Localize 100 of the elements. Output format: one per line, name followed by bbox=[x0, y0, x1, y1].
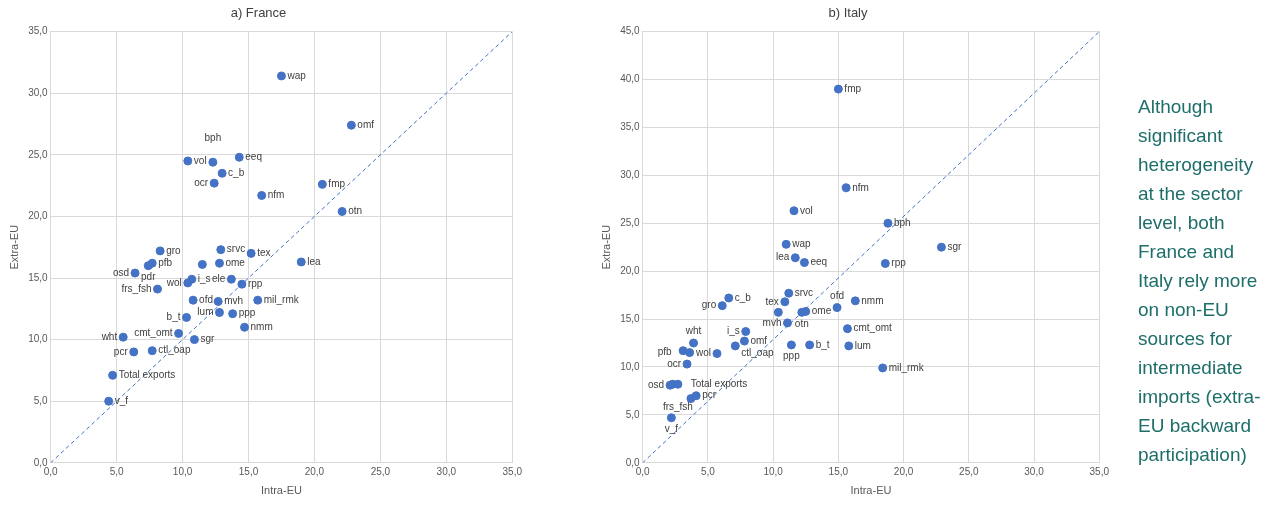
annotation: tex bbox=[765, 295, 779, 307]
y-tick-label: 5,0 bbox=[625, 408, 641, 420]
annotation: fmp bbox=[328, 178, 346, 190]
annotation: Total exports bbox=[690, 377, 748, 389]
annotation: lum bbox=[197, 306, 214, 318]
annotation: wht bbox=[684, 325, 702, 337]
annotation: omf bbox=[357, 118, 375, 130]
x-tick-label: 20,0 bbox=[893, 465, 914, 477]
annotation: otn bbox=[794, 317, 809, 329]
annotation: fmp bbox=[844, 82, 862, 94]
annotation: otn bbox=[348, 205, 363, 217]
annotation: v_f bbox=[114, 394, 129, 406]
annotation: gro bbox=[701, 299, 717, 311]
annotation: pcr bbox=[113, 345, 129, 357]
annotation: pfb bbox=[158, 256, 173, 268]
annotation: sgr bbox=[947, 240, 962, 252]
annotation: ocr bbox=[667, 357, 682, 369]
y-tick-label: 10,0 bbox=[28, 333, 49, 345]
annotation: ofd bbox=[199, 293, 214, 305]
annotation: osd bbox=[647, 378, 665, 390]
annotation: pdr bbox=[141, 270, 157, 282]
annotation: cmt_omt bbox=[853, 322, 893, 334]
chart-title: a) France bbox=[230, 5, 287, 21]
annotation: rpp bbox=[891, 257, 907, 269]
y-tick-label: 30,0 bbox=[28, 86, 49, 98]
annotation: ome bbox=[811, 305, 832, 317]
x-axis-title: Intra-EU bbox=[260, 484, 302, 497]
y-tick-label: 15,0 bbox=[28, 271, 49, 283]
annotation: vol bbox=[193, 154, 207, 166]
annotation: frs_fsh bbox=[121, 282, 152, 294]
annotation: mil_rmk bbox=[263, 293, 300, 305]
annotation: i_s bbox=[726, 325, 740, 337]
annotation: lea bbox=[307, 255, 322, 267]
annotation: nfm bbox=[852, 181, 869, 193]
annotation: i_s bbox=[197, 272, 211, 284]
y-tick-label: 0,0 bbox=[625, 456, 641, 468]
annotation: tex bbox=[257, 247, 271, 259]
x-tick-label: 25,0 bbox=[370, 465, 391, 477]
x-tick-label: 15,0 bbox=[238, 465, 259, 477]
y-tick-label: 5,0 bbox=[33, 394, 49, 406]
y-tick-label: 0,0 bbox=[33, 456, 49, 468]
y-tick-label: 30,0 bbox=[620, 169, 641, 181]
annotation: cmt_omt bbox=[134, 327, 173, 339]
annotation: frs_fsh bbox=[662, 401, 693, 413]
annotation: wol bbox=[165, 276, 182, 288]
y-tick-label: 40,0 bbox=[620, 73, 641, 85]
annotation: ofd bbox=[830, 289, 844, 301]
annotation: wap bbox=[286, 69, 307, 81]
annotation: b_t bbox=[166, 311, 181, 323]
annotation: osd bbox=[112, 266, 130, 278]
annotation: lea bbox=[775, 251, 790, 263]
y-tick-label: 25,0 bbox=[620, 216, 641, 228]
annotation: pfb bbox=[657, 346, 673, 358]
annotation: mvh bbox=[224, 295, 244, 307]
x-tick-label: 10,0 bbox=[172, 465, 193, 477]
x-tick-label: 25,0 bbox=[959, 465, 979, 477]
annotation: v_f bbox=[664, 423, 679, 435]
y-axis-title: Extra-EU bbox=[599, 224, 612, 270]
annotation: lum bbox=[854, 339, 871, 351]
annotation: nfm bbox=[267, 189, 285, 201]
annotation: ctl_oap bbox=[741, 347, 774, 359]
annotation: mvh bbox=[762, 316, 782, 328]
chart-title: b) Italy bbox=[828, 5, 868, 21]
annotation: eeq bbox=[245, 151, 262, 163]
annotation: ppp bbox=[238, 307, 256, 319]
y-tick-label: 10,0 bbox=[620, 360, 641, 372]
annotation: vol bbox=[800, 204, 813, 216]
y-axis-title: Extra-EU bbox=[7, 224, 20, 270]
annotation: omf bbox=[750, 334, 768, 346]
annotation: sgr bbox=[200, 333, 215, 345]
annotation: ctl_oap bbox=[158, 344, 191, 356]
annotation: nmm bbox=[861, 294, 884, 306]
annotation: srvc bbox=[794, 286, 814, 298]
annotation: ele bbox=[212, 272, 226, 284]
annotation: eeq bbox=[810, 256, 828, 268]
y-tick-label: 35,0 bbox=[620, 121, 641, 133]
text: Although significant heterogeneity at the sector level, both France and Italy rely more on non-EU sources for intermediate imports (extra-EU backward participation) bbox=[1138, 96, 1261, 465]
y-tick-label: 25,0 bbox=[28, 148, 49, 160]
y-tick-label: 20,0 bbox=[28, 210, 49, 222]
annotation: wol bbox=[695, 347, 712, 359]
annotation: srvc bbox=[226, 243, 246, 255]
annotation: bph bbox=[204, 132, 222, 144]
y-tick-label: 20,0 bbox=[620, 264, 641, 276]
x-tick-label: 5,0 bbox=[109, 465, 124, 477]
x-tick-label: 0,0 bbox=[635, 465, 651, 477]
y-tick-label: 15,0 bbox=[620, 312, 641, 324]
x-tick-label: 30,0 bbox=[436, 465, 457, 477]
annotation: ocr bbox=[194, 176, 209, 188]
annotation: ome bbox=[225, 256, 246, 268]
y-tick-label: 45,0 bbox=[620, 25, 641, 37]
y-tick-label: 35,0 bbox=[28, 25, 49, 37]
x-tick-label: 20,0 bbox=[304, 465, 325, 477]
x-axis-title: Intra-EU bbox=[850, 484, 892, 497]
annotation: ppp bbox=[783, 350, 801, 362]
annotation: wap bbox=[791, 238, 811, 250]
x-tick-label: 15,0 bbox=[828, 465, 849, 477]
x-tick-label: 30,0 bbox=[1024, 465, 1045, 477]
annotation: wht bbox=[100, 330, 118, 342]
annotation: gro bbox=[166, 244, 182, 256]
x-tick-label: 0,0 bbox=[43, 465, 59, 477]
